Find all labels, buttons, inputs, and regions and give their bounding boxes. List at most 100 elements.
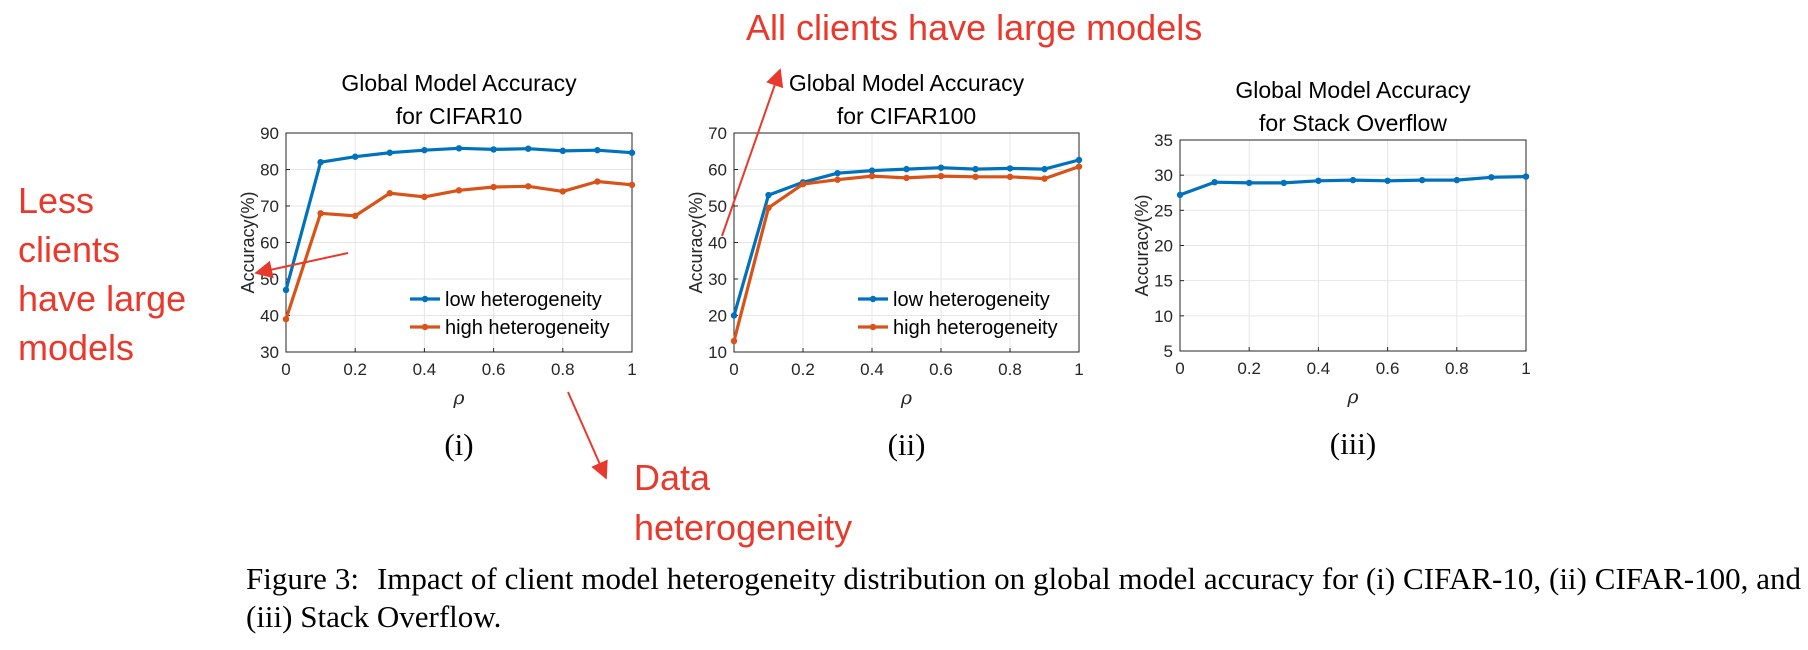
data-point (317, 210, 324, 217)
annotation-all-clients: All clients have large models (746, 7, 1202, 48)
data-point (1315, 177, 1322, 184)
data-point (868, 172, 876, 180)
data-point (1453, 176, 1461, 184)
y-tick-label: 20 (708, 307, 727, 326)
arrow-data-heterogeneity (567, 391, 608, 480)
y-tick-label: 25 (1154, 201, 1173, 220)
data-point (903, 165, 910, 173)
chart-panel-2: 0 0.2 0.4 0.6 0.8 1 10 20 30 40 50 60 70 Global Model… (686, 70, 1084, 462)
y-axis-label: Accuracy(%) (238, 191, 258, 293)
data-point (799, 180, 807, 188)
y-tick-label: 30 (708, 270, 727, 289)
data-point (421, 146, 428, 154)
data-point (490, 183, 497, 191)
x-tick-label: 0.2 (343, 360, 367, 379)
chart-title-line: for CIFAR100 (837, 103, 976, 129)
legend-label: low heterogeneity (893, 289, 1050, 311)
data-point (455, 187, 463, 194)
data-point (628, 149, 636, 156)
data-point (834, 169, 841, 177)
x-axis-label: ρ (1346, 386, 1359, 408)
data-point (628, 181, 636, 189)
data-point (1419, 176, 1426, 184)
caption-label: Figure 3: (246, 561, 359, 596)
chart-title-line: for CIFAR10 (396, 103, 523, 129)
data-point (1522, 173, 1530, 180)
y-tick-label: 40 (708, 234, 727, 253)
data-point (730, 337, 738, 345)
data-point (1041, 165, 1048, 173)
data-point (868, 167, 876, 174)
annotation-less-clients-line: have large (18, 278, 186, 319)
x-tick-label: 1 (1074, 360, 1083, 379)
data-point (1075, 156, 1083, 164)
data-point (834, 176, 841, 183)
x-tick-label: 1 (1521, 359, 1530, 378)
panel-label: (ii) (888, 427, 926, 462)
data-point (937, 164, 945, 171)
x-tick-label: 0.4 (1307, 359, 1331, 378)
panel-label: (iii) (1330, 426, 1377, 461)
data-point (765, 191, 772, 199)
x-tick-label: 0.6 (929, 360, 953, 379)
annotation-less-clients: Less clients have large models (18, 180, 196, 368)
x-tick-label: 0.6 (482, 360, 506, 379)
panel-label: (i) (444, 427, 473, 462)
y-axis-label: Accuracy(%) (686, 191, 706, 293)
y-tick-label: 90 (260, 124, 279, 143)
x-tick-label: 1 (627, 360, 636, 379)
annotation-less-clients-line: Less (18, 180, 94, 221)
y-tick-label: 35 (1154, 131, 1173, 150)
data-point (594, 146, 601, 154)
y-tick-label: 10 (708, 343, 727, 362)
legend-marker (869, 295, 877, 303)
arrow-all-clients (721, 68, 784, 237)
y-tick-label: 5 (1164, 342, 1173, 361)
x-axis-label: ρ (900, 387, 913, 409)
annotations: All clients have large models Less clien… (18, 7, 1202, 548)
annotation-data-heterogeneity-line: heterogeneity (634, 507, 852, 548)
y-tick-label: 50 (260, 270, 279, 289)
annotation-less-clients-line: clients (18, 229, 120, 270)
y-tick-label: 80 (260, 161, 279, 180)
data-point (972, 173, 979, 180)
data-point (1041, 175, 1048, 182)
y-tick-label: 70 (260, 197, 279, 216)
data-point (525, 183, 532, 190)
y-tick-label: 10 (1154, 307, 1173, 326)
y-tick-label: 60 (708, 161, 727, 180)
chart-title-line: Global Model Accuracy (789, 70, 1025, 96)
data-point (282, 286, 290, 294)
data-point (1211, 179, 1218, 186)
data-point (1349, 176, 1357, 184)
y-tick-label: 70 (708, 124, 727, 143)
data-point (525, 145, 532, 152)
legend-label: low heterogeneity (445, 289, 602, 311)
data-point (559, 188, 566, 195)
data-point (1006, 165, 1014, 172)
chart-title-line: for Stack Overflow (1259, 110, 1447, 136)
x-tick-label: 0.4 (413, 360, 437, 379)
x-tick-label: 0 (281, 360, 290, 379)
legend-label: high heterogeneity (893, 317, 1058, 339)
data-point (386, 149, 393, 156)
figure-caption: Figure 3: Impact of client model heteroge… (246, 560, 1801, 636)
data-point (317, 159, 324, 166)
y-tick-label: 50 (708, 197, 727, 216)
data-point (1246, 179, 1253, 187)
chart-title-line: Global Model Accuracy (1235, 77, 1471, 103)
y-axis-label: Accuracy(%) (1132, 194, 1152, 296)
x-tick-label: 0.8 (551, 360, 575, 379)
x-tick-label: 0 (1175, 359, 1184, 378)
x-tick-label: 0.2 (791, 360, 815, 379)
annotation-less-clients-line: models (18, 327, 134, 368)
y-tick-label: 30 (1154, 166, 1173, 185)
data-point (730, 312, 738, 319)
y-tick-label: 60 (260, 234, 279, 253)
legend-marker (869, 323, 877, 331)
caption-text: Impact of client model heterogeneity dis… (246, 561, 1801, 634)
data-point (352, 212, 359, 220)
data-point (421, 193, 428, 201)
chart-panel-1: 0 0.2 0.4 0.6 0.8 1 30 40 50 60 70 80 90 Global Model… (238, 70, 637, 462)
data-point (1006, 173, 1014, 180)
